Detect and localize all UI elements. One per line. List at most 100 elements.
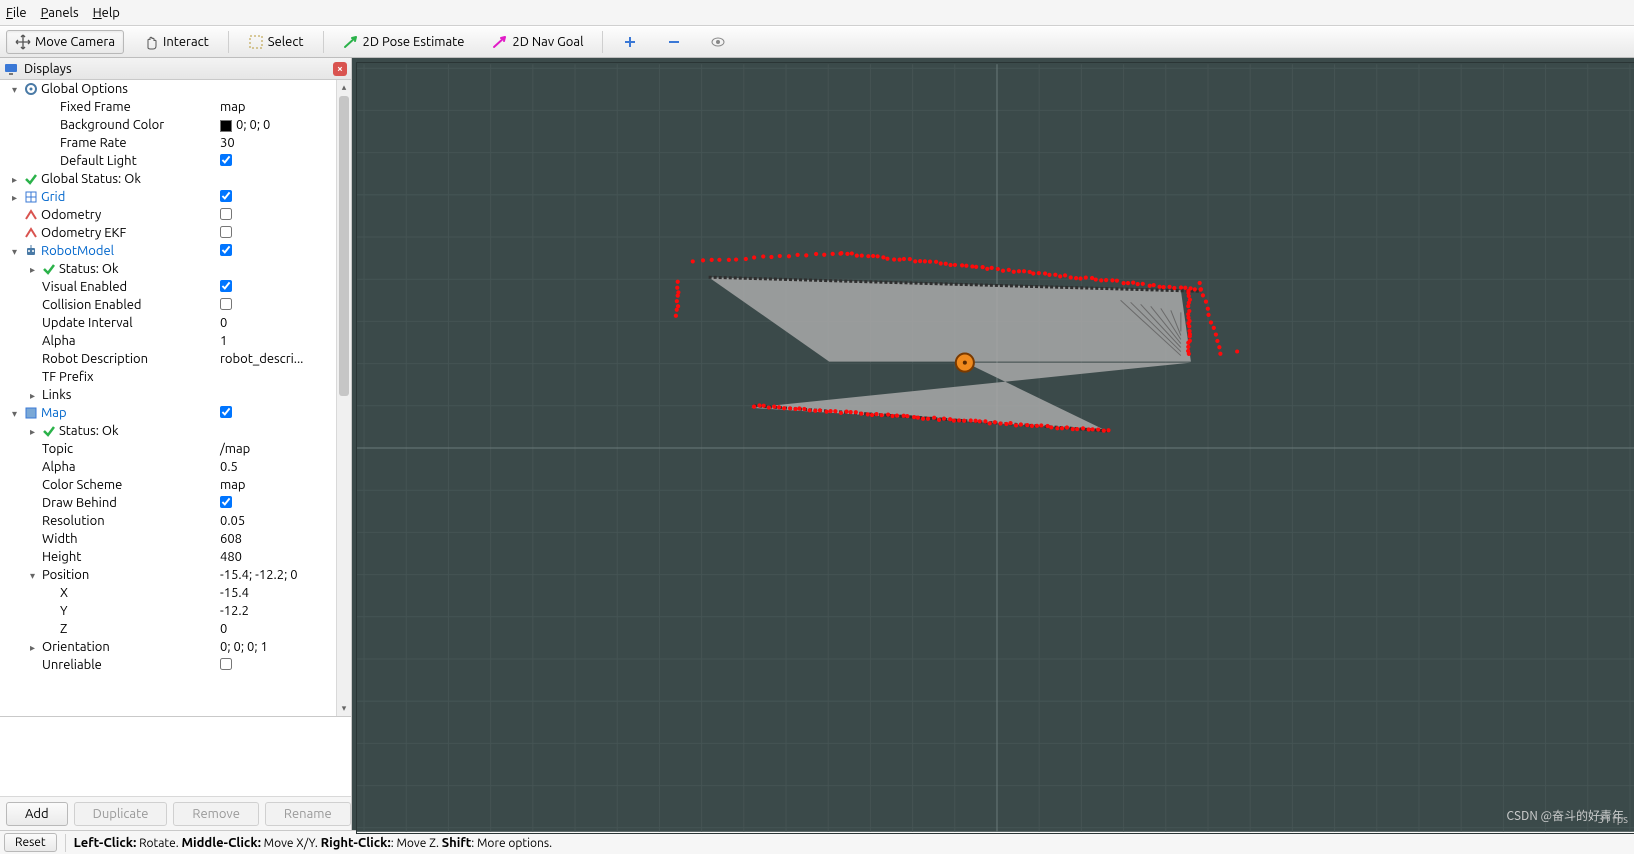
expander-icon[interactable] [30, 516, 40, 527]
expander-icon[interactable] [48, 624, 58, 635]
expander-icon[interactable]: ▸ [12, 174, 22, 186]
expander-icon[interactable]: ▾ [12, 84, 22, 96]
tree-row[interactable]: Width608 [0, 530, 336, 548]
tree-row[interactable]: ▾Position-15.4; -12.2; 0 [0, 566, 336, 584]
tree-row[interactable]: Frame Rate30 [0, 134, 336, 152]
nav-goal-button[interactable]: 2D Nav Goal [483, 30, 592, 54]
expander-icon[interactable] [30, 300, 40, 311]
tree-row[interactable]: X-15.4 [0, 584, 336, 602]
expander-icon[interactable]: ▸ [30, 264, 40, 276]
tree-row[interactable]: ▸Grid [0, 188, 336, 206]
checkbox[interactable] [220, 190, 232, 202]
checkbox[interactable] [220, 244, 232, 256]
add-button[interactable]: Add [6, 802, 68, 826]
expander-icon[interactable] [30, 462, 40, 473]
tree-row[interactable]: Resolution0.05 [0, 512, 336, 530]
expander-icon[interactable] [30, 354, 40, 365]
tree-row[interactable]: ▸Orientation0; 0; 0; 1 [0, 638, 336, 656]
tree-row[interactable]: Alpha1 [0, 332, 336, 350]
expander-icon[interactable] [30, 372, 40, 383]
tree-row[interactable]: Topic/map [0, 440, 336, 458]
expander-icon[interactable] [12, 210, 22, 221]
tree-row[interactable]: ▸Global Status: Ok [0, 170, 336, 188]
expander-icon[interactable] [30, 534, 40, 545]
scrollbar[interactable]: ▴ ▾ [336, 80, 351, 716]
tree-row[interactable]: Default Light [0, 152, 336, 170]
interact-button[interactable]: Interact [134, 30, 218, 54]
checkbox[interactable] [220, 280, 232, 292]
expander-icon[interactable]: ▸ [30, 390, 40, 402]
tree-value: 0.5 [220, 460, 238, 474]
tree-row[interactable]: Y-12.2 [0, 602, 336, 620]
expander-icon[interactable] [48, 606, 58, 617]
expander-icon[interactable] [30, 498, 40, 509]
close-panel-button[interactable]: × [333, 62, 347, 76]
expander-icon[interactable] [30, 480, 40, 491]
move-camera-button[interactable]: Move Camera [6, 30, 124, 54]
tree-row[interactable]: Draw Behind [0, 494, 336, 512]
scroll-thumb[interactable] [339, 96, 349, 396]
checkbox[interactable] [220, 226, 232, 238]
expander-icon[interactable] [30, 552, 40, 563]
tree-row[interactable]: ▾Global Options [0, 80, 336, 98]
view-eye-button[interactable] [701, 30, 735, 54]
expander-icon[interactable] [12, 228, 22, 239]
menu-help[interactable]: Help [93, 6, 120, 20]
expander-icon[interactable] [30, 444, 40, 455]
tree-row[interactable]: TF Prefix [0, 368, 336, 386]
checkbox[interactable] [220, 496, 232, 508]
tree-row[interactable]: Unreliable [0, 656, 336, 674]
menu-file[interactable]: File [6, 6, 27, 20]
tree-row[interactable]: Alpha0.5 [0, 458, 336, 476]
expander-icon[interactable]: ▾ [30, 570, 40, 582]
expander-icon[interactable] [30, 660, 40, 671]
display-tree[interactable]: ▾Global Options Fixed Framemap Backgroun… [0, 80, 336, 716]
focus-remove-button[interactable] [657, 30, 691, 54]
tree-row[interactable]: Odometry [0, 206, 336, 224]
checkbox[interactable] [220, 298, 232, 310]
expander-icon[interactable] [48, 120, 58, 131]
expander-icon[interactable]: ▸ [30, 426, 40, 438]
expander-icon[interactable] [48, 102, 58, 113]
tree-row[interactable]: Z0 [0, 620, 336, 638]
select-button[interactable]: Select [239, 30, 313, 54]
scroll-up-icon[interactable]: ▴ [337, 80, 351, 95]
expander-icon[interactable]: ▸ [30, 642, 40, 654]
tree-row[interactable]: ▾RobotModel [0, 242, 336, 260]
tree-row[interactable]: ▸Links [0, 386, 336, 404]
tree-row[interactable]: Robot Descriptionrobot_descri... [0, 350, 336, 368]
expander-icon[interactable] [30, 318, 40, 329]
tree-row[interactable]: Odometry EKF [0, 224, 336, 242]
checkbox[interactable] [220, 658, 232, 670]
panel-titlebar[interactable]: Displays × [0, 58, 351, 80]
checkbox[interactable] [220, 208, 232, 220]
tree-row[interactable]: ▸Status: Ok [0, 422, 336, 440]
expander-icon[interactable] [30, 282, 40, 293]
expander-icon[interactable]: ▸ [12, 192, 22, 204]
checkbox[interactable] [220, 154, 232, 166]
tree-row[interactable]: Background Color0; 0; 0 [0, 116, 336, 134]
viewport-3d[interactable]: CSDN @奋斗的好青年 31 fps [352, 58, 1634, 830]
move-icon [15, 34, 31, 50]
tree-row[interactable]: Fixed Framemap [0, 98, 336, 116]
pose-estimate-button[interactable]: 2D Pose Estimate [334, 30, 474, 54]
color-swatch[interactable] [220, 120, 232, 132]
tree-row[interactable]: Color Schememap [0, 476, 336, 494]
tree-row[interactable]: Update Interval0 [0, 314, 336, 332]
expander-icon[interactable]: ▾ [12, 246, 22, 258]
expander-icon[interactable] [48, 588, 58, 599]
reset-button[interactable]: Reset [4, 833, 57, 852]
tree-row[interactable]: Height480 [0, 548, 336, 566]
tree-row[interactable]: ▾Map [0, 404, 336, 422]
focus-add-button[interactable] [613, 30, 647, 54]
expander-icon[interactable] [30, 336, 40, 347]
expander-icon[interactable]: ▾ [12, 408, 22, 420]
scroll-down-icon[interactable]: ▾ [337, 701, 351, 716]
tree-row[interactable]: Visual Enabled [0, 278, 336, 296]
expander-icon[interactable] [48, 138, 58, 149]
tree-row[interactable]: Collision Enabled [0, 296, 336, 314]
checkbox[interactable] [220, 406, 232, 418]
tree-row[interactable]: ▸Status: Ok [0, 260, 336, 278]
expander-icon[interactable] [48, 156, 58, 167]
menu-panels[interactable]: Panels [41, 6, 79, 20]
